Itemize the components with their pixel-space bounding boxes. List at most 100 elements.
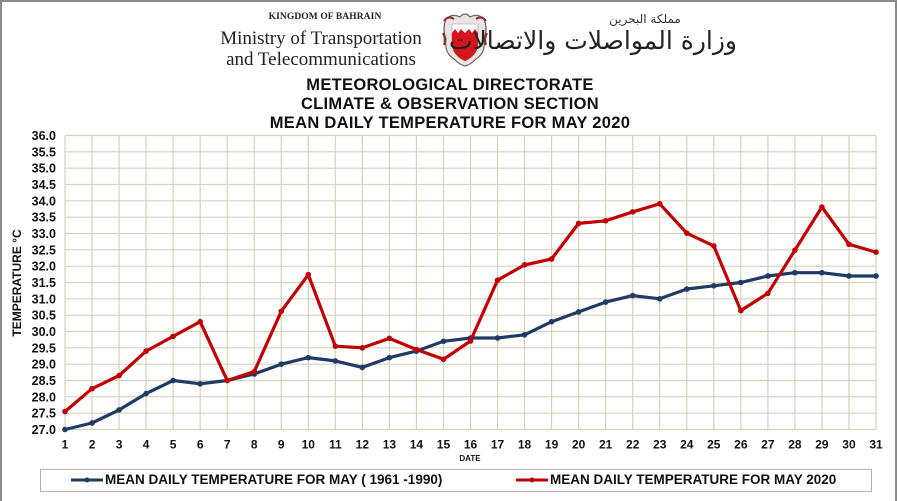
x-tick-label: 5 (170, 438, 177, 452)
y-tick-label: 33.5 (32, 211, 56, 225)
data-point-1961-1990 (143, 390, 149, 397)
data-point-1961-1990 (873, 273, 879, 279)
y-tick-label: 31.5 (32, 276, 56, 290)
y-tick-label: 35.5 (32, 145, 56, 159)
arabic-kingdom-label: مملكة البحرين (609, 12, 681, 26)
x-tick-label: 25 (707, 438, 721, 452)
y-tick-label: 29.5 (32, 341, 56, 355)
data-point-2020 (873, 249, 879, 255)
data-point-2020 (656, 200, 663, 207)
x-axis-label: DATE (459, 454, 481, 463)
x-tick-label: 1 (62, 438, 69, 452)
legend-marker-blue-line-icon (71, 477, 103, 482)
data-point-2020 (116, 372, 122, 379)
data-point-1961-1990 (656, 296, 663, 302)
data-point-2020 (819, 204, 825, 210)
data-point-1961-1990 (278, 361, 285, 367)
data-point-2020 (467, 338, 474, 344)
x-tick-label: 7 (224, 438, 231, 452)
x-tick-label: 22 (626, 438, 640, 452)
data-point-2020 (413, 346, 420, 353)
legend-label-2020: MEAN DAILY TEMPERATURE FOR MAY 2020 (550, 472, 837, 487)
x-tick-label: 26 (734, 438, 748, 452)
data-point-1961-1990 (602, 299, 609, 305)
legend-marker-red-line-icon (516, 477, 548, 482)
data-point-1961-1990 (332, 358, 339, 364)
data-point-2020 (170, 333, 176, 340)
data-point-2020 (575, 220, 582, 227)
x-tick-label: 10 (302, 438, 316, 452)
data-point-2020 (602, 217, 609, 224)
data-point-1961-1990 (846, 273, 852, 279)
ministry-name: Ministry of Transportation and Telecommu… (205, 28, 437, 70)
data-point-2020 (224, 377, 230, 384)
x-tick-label: 6 (197, 438, 204, 452)
x-tick-label: 9 (278, 438, 285, 452)
y-tick-label: 30.5 (32, 309, 56, 323)
data-point-1961-1990 (170, 377, 176, 384)
x-tick-label: 31 (869, 438, 883, 452)
x-tick-label: 8 (251, 438, 258, 452)
chart-title-line-3: MEAN DAILY TEMPERATURE FOR MAY 2020 (269, 114, 631, 132)
x-tick-label: 27 (761, 438, 775, 452)
x-tick-label: 20 (572, 438, 586, 452)
data-point-1961-1990 (62, 426, 68, 433)
y-tick-label: 28.5 (32, 374, 56, 388)
data-point-1961-1990 (521, 331, 528, 338)
data-point-2020 (440, 356, 447, 363)
y-tick-label: 34.0 (32, 194, 56, 208)
x-tick-label: 21 (599, 438, 613, 452)
x-tick-label: 29 (815, 438, 829, 452)
x-tick-label: 11 (329, 438, 342, 452)
data-point-1961-1990 (819, 269, 825, 276)
data-point-2020 (792, 247, 798, 253)
y-tick-label: 31.0 (32, 292, 56, 306)
x-tick-label: 28 (788, 438, 802, 452)
data-point-2020 (278, 308, 285, 315)
x-tick-label: 24 (680, 438, 694, 452)
data-point-1961-1990 (440, 338, 447, 345)
data-point-1961-1990 (738, 279, 744, 286)
y-tick-label: 29.0 (32, 358, 56, 372)
data-point-2020 (197, 318, 203, 325)
x-tick-label: 12 (356, 438, 370, 452)
data-point-2020 (305, 271, 312, 278)
x-tick-label: 18 (518, 438, 532, 452)
data-point-1961-1990 (629, 292, 636, 299)
x-tick-label: 30 (842, 438, 856, 452)
x-tick-label: 2 (89, 438, 96, 452)
x-tick-label: 13 (383, 438, 397, 452)
chart-title-line-2: CLIMATE & OBSERVATION SECTION (300, 95, 600, 113)
y-tick-label: 32.5 (32, 243, 56, 257)
data-point-2020 (711, 243, 717, 249)
y-tick-label: 27.5 (32, 407, 56, 421)
data-point-2020 (738, 307, 744, 314)
data-point-1961-1990 (792, 269, 798, 276)
data-point-1961-1990 (89, 420, 95, 426)
data-point-1961-1990 (305, 354, 312, 361)
y-tick-label: 35.0 (32, 162, 56, 176)
x-tick-label: 16 (464, 438, 478, 452)
chart-title-line-1: METEOROLOGICAL DIRECTORATE (306, 76, 594, 94)
y-tick-label: 32.0 (32, 260, 56, 274)
ministry-line-2: and Telecommunications (226, 49, 416, 70)
y-tick-label: 27.0 (32, 423, 56, 437)
arabic-ministry-name: وزارة المواصلات والاتصالات (448, 26, 737, 55)
data-point-1961-1990 (197, 380, 203, 387)
data-point-2020 (251, 368, 258, 375)
legend-label-1961-1990: MEAN DAILY TEMPERATURE FOR MAY ( 1961 -1… (105, 472, 443, 487)
bahrain-coat-of-arms-icon (442, 13, 488, 67)
data-point-2020 (359, 345, 366, 351)
legend-item-2020: MEAN DAILY TEMPERATURE FOR MAY 2020 (516, 472, 836, 487)
data-point-1961-1990 (494, 335, 501, 341)
data-point-2020 (846, 241, 852, 248)
data-point-1961-1990 (386, 354, 393, 361)
data-point-2020 (332, 343, 339, 350)
y-tick-label: 28.0 (32, 390, 56, 404)
data-point-2020 (629, 209, 636, 215)
x-tick-label: 3 (116, 438, 123, 452)
data-point-2020 (386, 335, 393, 342)
data-point-2020 (765, 290, 771, 297)
y-tick-label: 34.5 (32, 178, 56, 192)
x-tick-label: 17 (491, 438, 505, 452)
